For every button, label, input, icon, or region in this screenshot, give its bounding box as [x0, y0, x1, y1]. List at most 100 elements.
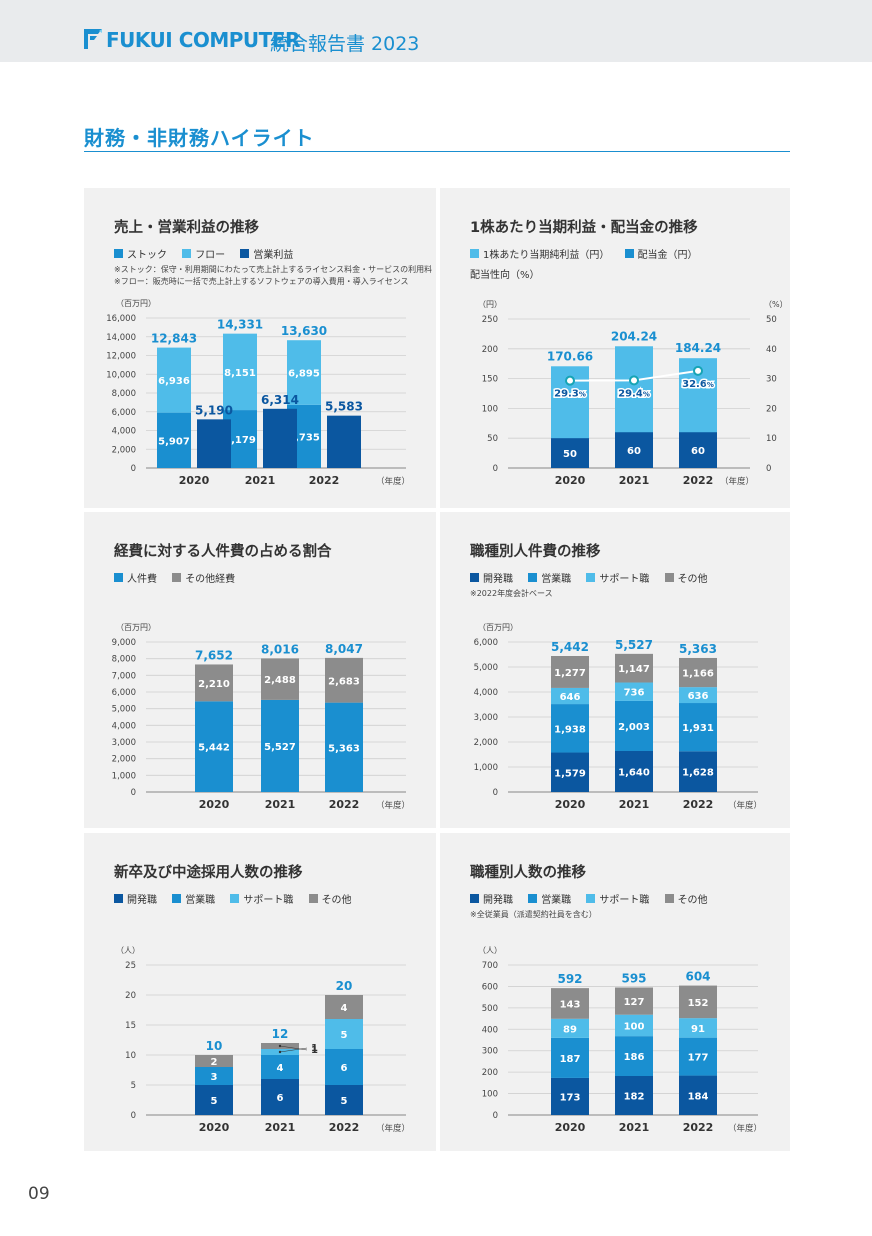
legend-label: その他	[321, 895, 352, 906]
legend-item-dividend: 配当金（円）	[624, 246, 698, 261]
legend-item-stock: ストック	[114, 246, 167, 261]
note: ※2022年度会計ベース	[470, 589, 553, 598]
bar-segment	[551, 1018, 589, 1038]
data-label: 60	[627, 446, 641, 457]
x-axis-unit: （年度）	[728, 1123, 762, 1134]
y-tick-label: 0	[131, 788, 136, 798]
legend: 1株あたり当期純利益（円） 配当金（円）	[470, 246, 710, 261]
total-label: 14,331	[217, 318, 263, 332]
data-label: 3	[211, 1072, 218, 1083]
data-label: 6,735	[288, 432, 320, 443]
legend-item-support: サポート職	[586, 891, 649, 906]
legend-swatch	[114, 894, 123, 903]
legend-label: 営業職	[185, 895, 216, 906]
panel-eps-dividend: 1株あたり当期利益・配当金の推移 1株あたり当期純利益（円） 配当金（円） 配当…	[440, 188, 790, 508]
x-tick-label: 2020	[179, 474, 210, 487]
bar-operating-profit	[197, 419, 231, 468]
bar-segment	[195, 1067, 233, 1085]
bar-segment	[551, 687, 589, 705]
data-label: 6	[341, 1063, 348, 1074]
bar-segment	[157, 347, 191, 413]
legend-label: その他経費	[185, 574, 236, 585]
y-tick-label: 1,000	[474, 763, 498, 773]
legend-swatch	[470, 894, 479, 903]
panel-sales-operating-profit: 売上・営業利益の推移 ストック フロー 営業利益 ※ストック：保守・利用期間にわ…	[84, 188, 436, 508]
bar-segment	[615, 1076, 653, 1115]
x-tick-label: 2020	[555, 1121, 586, 1134]
panel-title: 1株あたり当期利益・配当金の推移	[470, 220, 698, 236]
x-axis-unit: （年度）	[376, 800, 410, 811]
callout-label: 1	[311, 1043, 318, 1054]
payout-point	[629, 375, 639, 386]
y-tick-label: 500	[482, 1004, 498, 1014]
data-label: 6,936	[158, 376, 190, 387]
payout-unit: %	[579, 391, 586, 399]
y-tick-label: 10	[125, 1051, 136, 1061]
x-tick-label: 2020	[199, 1121, 230, 1134]
bar-segment	[679, 687, 717, 704]
data-label: 6,179	[224, 435, 256, 446]
panel-title: 売上・営業利益の推移	[114, 220, 259, 236]
data-label: 5	[341, 1096, 348, 1107]
x-axis-unit: （年度）	[720, 476, 754, 487]
data-label: 1,640	[618, 768, 650, 779]
bar-segment	[223, 333, 257, 411]
data-label: 2	[211, 1057, 218, 1068]
data-label: 736	[624, 688, 645, 699]
payout-point	[693, 365, 703, 376]
legend-item-sales: 営業職	[528, 570, 571, 585]
legend-item-sales: 営業職	[172, 891, 215, 906]
legend-item-other-expense: その他経費	[172, 570, 235, 585]
legend-label: その他	[677, 895, 708, 906]
legend-label: 1株あたり当期純利益（円）	[483, 250, 610, 261]
y-tick-label: 1,000	[112, 771, 136, 781]
y-tick-label: 0	[493, 464, 498, 474]
legend-item-development: 開発職	[470, 570, 513, 585]
legend-swatch	[230, 894, 240, 903]
x-tick-label: 2022	[683, 474, 714, 487]
x-tick-label: 2021	[619, 474, 650, 487]
bar-operating-profit	[263, 408, 297, 468]
y-tick-label: 2,000	[474, 738, 498, 748]
data-label: 636	[688, 691, 709, 702]
legend-swatch	[586, 573, 596, 582]
bar-segment	[325, 1019, 363, 1049]
legend: 配当性向（%）	[470, 266, 540, 281]
total-label: 12,843	[151, 332, 197, 346]
total-label: 184.24	[675, 341, 721, 355]
y-tick-label: 2,000	[112, 755, 136, 765]
bar-segment	[551, 1077, 589, 1115]
y-tick-label: 14,000	[106, 333, 136, 343]
bar-segment	[325, 1085, 363, 1115]
legend-item-personnel: 人件費	[114, 570, 157, 585]
section-title: 財務・非財務ハイライト	[84, 126, 315, 150]
bar-dividend	[679, 432, 717, 468]
bar-segment	[261, 1079, 299, 1115]
bar-segment	[615, 987, 653, 1015]
payout-value: 29.3	[554, 389, 579, 400]
legend: 開発職 営業職 サポート職 その他	[470, 570, 720, 585]
bar-segment	[679, 751, 717, 792]
y2-axis-unit: （%）	[764, 300, 788, 309]
data-label: 1,147	[618, 664, 650, 675]
data-label: 91	[691, 1024, 705, 1035]
payout-label: 29.4%	[618, 388, 650, 399]
data-label: 2,683	[328, 676, 360, 687]
note: ※全従業員（派遣契約社員を含む）	[470, 910, 597, 919]
legend-item-other: その他	[308, 891, 352, 906]
y-axis-unit: （百万円）	[116, 299, 156, 308]
data-label: 6,314	[261, 393, 299, 407]
callout-line	[279, 1045, 308, 1051]
legend-swatch	[308, 894, 318, 903]
x-tick-label: 2022	[309, 474, 340, 487]
bar-segment	[679, 985, 717, 1019]
y2-tick-label: 50	[766, 315, 777, 325]
y-axis-unit: （円）	[478, 300, 502, 309]
bar-dividend	[615, 432, 653, 468]
y-tick-label: 200	[482, 1068, 498, 1078]
data-label: 4	[341, 1003, 348, 1014]
panel-headcount-by-job: 職種別人数の推移 開発職 営業職 サポート職 その他 ※全従業員（派遣契約社員を…	[440, 833, 790, 1151]
y-tick-label: 50	[487, 434, 498, 444]
data-label: 5	[211, 1096, 218, 1107]
